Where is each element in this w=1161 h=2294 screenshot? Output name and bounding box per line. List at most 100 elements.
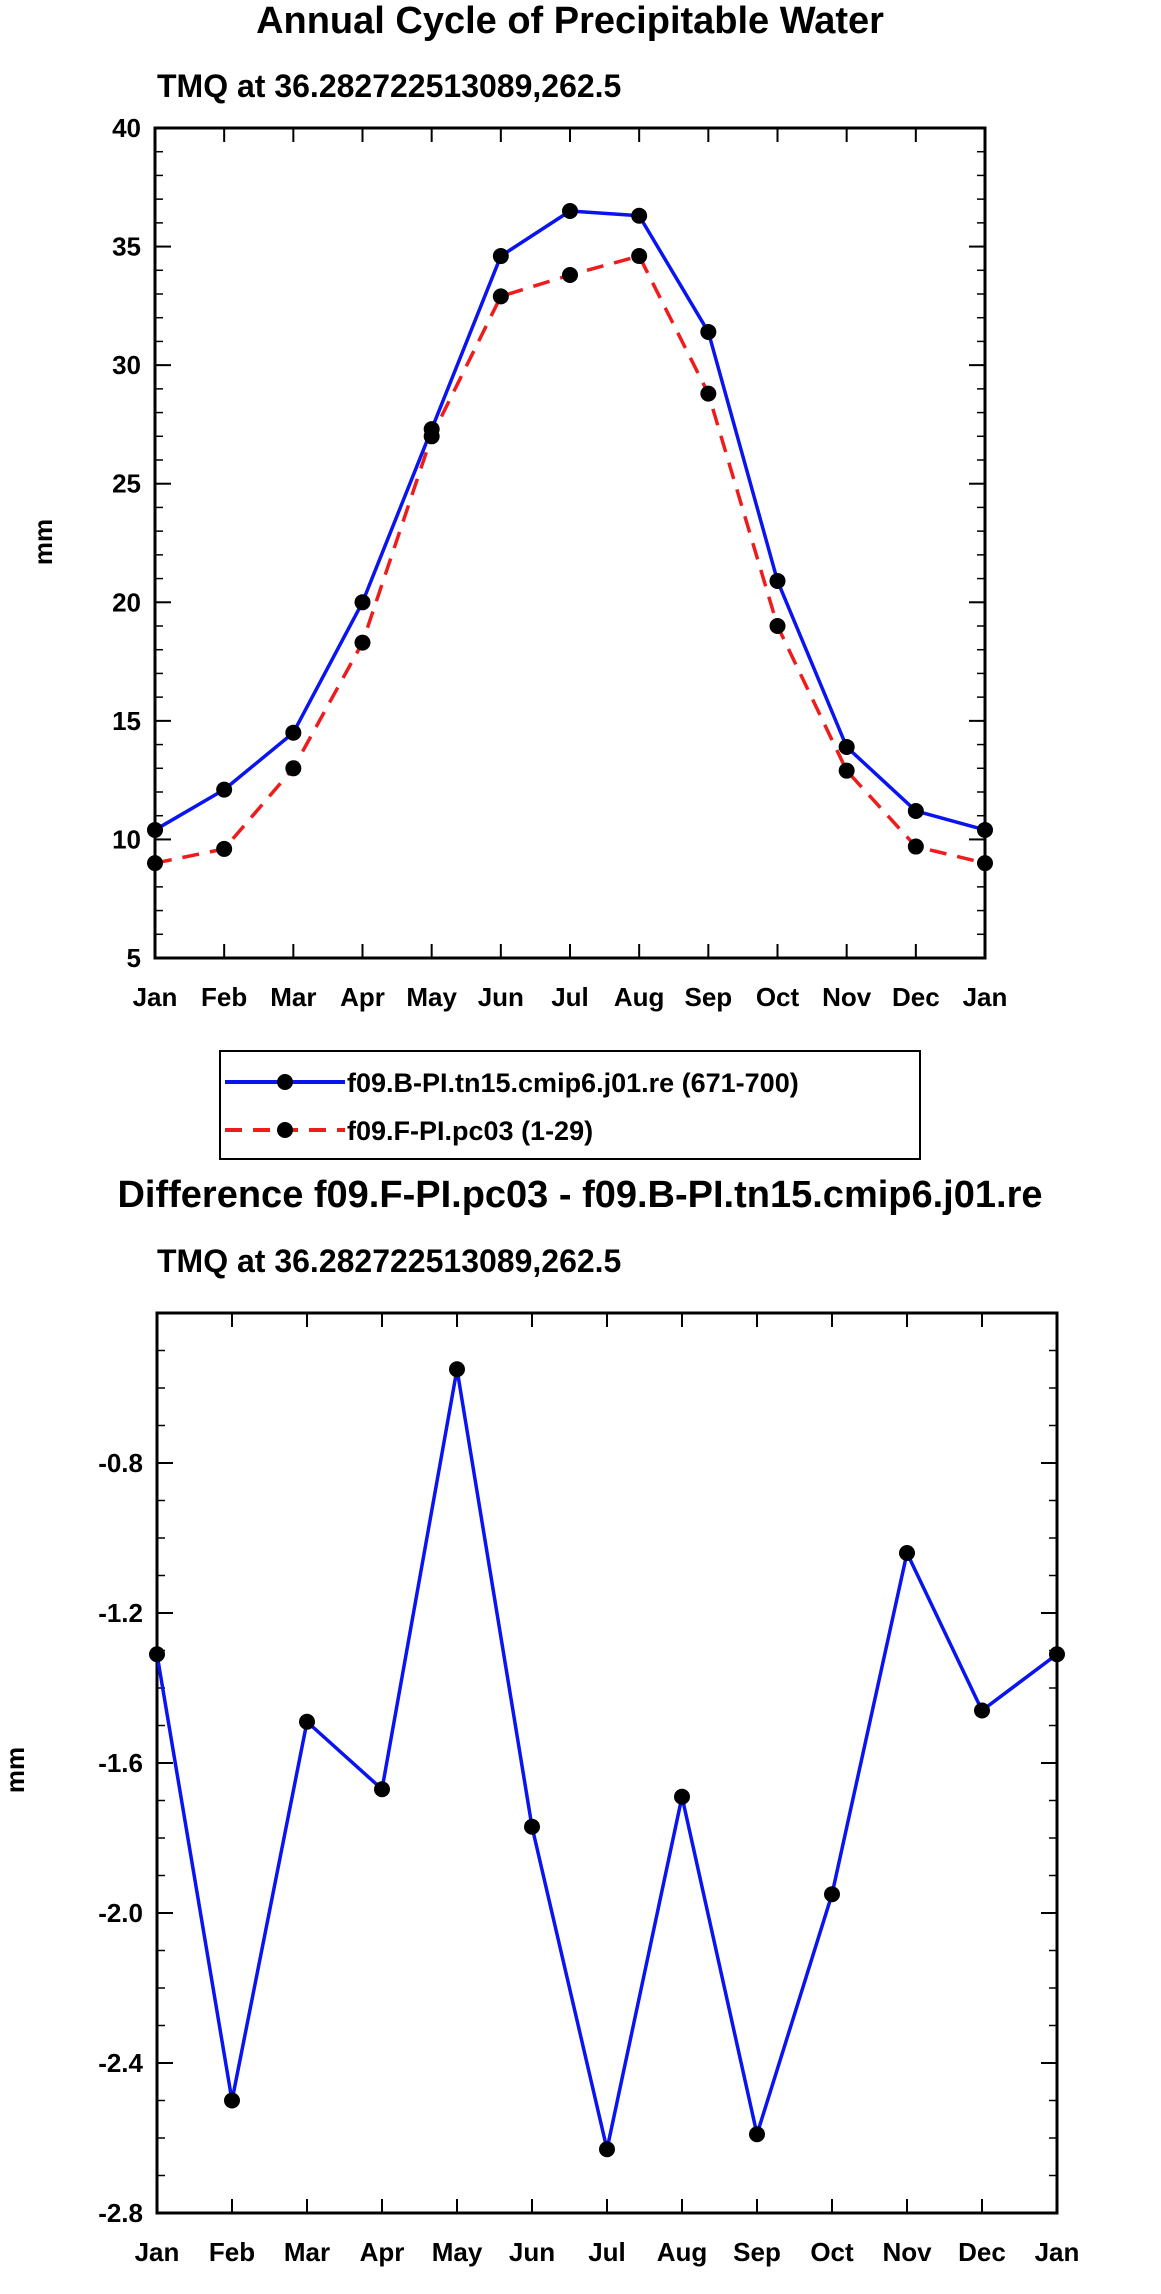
chart1-ticks: Jan Feb Mar Apr May Jun Jul Aug Sep Oct Nov Dec Jan 5…: [112, 113, 1007, 1012]
x-tick-label: Sep: [684, 982, 732, 1012]
data-point: [492, 248, 509, 265]
x-tick-label: Oct: [756, 982, 800, 1012]
legend-label-red: f09.F-PI.pc03 (1-29): [347, 1116, 593, 1146]
y-tick-label: -1.2: [98, 1598, 143, 1628]
data-point: [423, 428, 440, 445]
data-point: [299, 1713, 315, 1730]
data-point: [749, 2126, 765, 2143]
y-tick-label: 20: [112, 587, 141, 617]
x-tick-label: Jul: [551, 982, 589, 1012]
chart1-series-lines: [154, 209, 986, 865]
data-point: [354, 594, 371, 611]
data-point: [907, 838, 924, 855]
x-tick-label: Feb: [209, 2237, 255, 2267]
data-point: [216, 781, 233, 798]
data-point: [285, 724, 302, 741]
chart1-subtitle: TMQ at 36.282722513089,262.5: [157, 68, 621, 104]
y-tick-label: 15: [112, 706, 141, 736]
series-line-0: [155, 1367, 1059, 2151]
y-tick-label: -1.6: [98, 1748, 143, 1778]
chart2-points: [149, 1361, 1065, 2158]
data-point: [907, 802, 924, 819]
data-point: [449, 1361, 465, 1378]
data-point: [700, 385, 717, 402]
x-tick-label: Apr: [360, 2237, 405, 2267]
x-tick-label: Mar: [270, 982, 316, 1012]
x-tick-label: Jan: [1035, 2237, 1080, 2267]
legend-label-blue: f09.B-PI.tn15.cmip6.j01.re (671-700): [347, 1068, 799, 1098]
chart2-series-lines: [155, 1367, 1059, 2151]
data-point: [1049, 1646, 1065, 1663]
chart2-title: Difference f09.F-PI.pc03 - f09.B-PI.tn15…: [117, 1174, 1042, 1216]
chart2-subtitle: TMQ at 36.282722513089,262.5: [157, 1243, 621, 1279]
x-tick-label: Apr: [340, 982, 385, 1012]
y-tick-label: 40: [112, 113, 141, 143]
legend-box: [219, 1050, 921, 1160]
data-point: [769, 618, 786, 634]
data-point: [149, 1646, 165, 1663]
x-tick-label: Aug: [657, 2237, 708, 2267]
data-point: [769, 572, 786, 589]
y-tick-label: 10: [112, 824, 141, 854]
chart1-title: Annual Cycle of Precipitable Water: [256, 0, 884, 42]
data-point: [285, 760, 302, 777]
data-point: [147, 855, 163, 872]
y-tick-label: 35: [112, 232, 141, 262]
data-point: [216, 840, 233, 857]
y-tick-label: -2.0: [98, 1898, 143, 1928]
data-point: [374, 1781, 390, 1798]
y-tick-label: -2.8: [98, 2198, 143, 2228]
chart2-ylabel: mm: [0, 1747, 30, 1793]
data-point: [492, 288, 509, 305]
data-point: [977, 821, 993, 838]
x-tick-label: Feb: [201, 982, 247, 1012]
chart1-points: [147, 203, 993, 872]
data-point: [631, 248, 648, 265]
series-line-1: [154, 254, 986, 865]
difference-chart: Difference f09.F-PI.pc03 - f09.B-PI.tn15…: [0, 1174, 1079, 2267]
data-point: [524, 1818, 540, 1835]
series-line-0: [154, 209, 986, 832]
chart2-ticks: Jan Feb Mar Apr May Jun Jul Aug Sep Oct Nov Dec Jan -…: [98, 1312, 1080, 2267]
x-tick-label: Jun: [509, 2237, 555, 2267]
x-tick-label: Jul: [588, 2237, 626, 2267]
x-tick-label: Dec: [958, 2237, 1006, 2267]
data-point: [824, 1886, 840, 1903]
data-point: [631, 207, 648, 224]
x-tick-label: Jan: [135, 2237, 180, 2267]
x-tick-label: Nov: [822, 982, 872, 1012]
x-tick-label: May: [432, 2237, 483, 2267]
y-tick-label: 30: [112, 350, 141, 380]
data-point: [977, 855, 993, 872]
data-point: [838, 738, 855, 755]
x-tick-label: Oct: [810, 2237, 854, 2267]
x-tick-label: Jan: [963, 982, 1008, 1012]
data-point: [562, 203, 578, 219]
legend: f09.B-PI.tn15.cmip6.j01.re (671-700) f09…: [219, 1050, 921, 1160]
data-point: [354, 634, 371, 651]
data-point: [224, 2092, 240, 2109]
x-tick-label: Nov: [882, 2237, 932, 2267]
y-tick-label: 25: [112, 469, 141, 499]
y-tick-label: -2.4: [98, 2048, 143, 2078]
chart1-plot-frame: [153, 126, 987, 960]
data-point: [700, 323, 717, 340]
data-point: [599, 2141, 615, 2158]
y-tick-label: -0.8: [98, 1448, 143, 1478]
x-tick-label: Sep: [733, 2237, 781, 2267]
x-tick-label: Aug: [614, 982, 665, 1012]
data-point: [838, 762, 855, 779]
x-tick-label: Dec: [892, 982, 940, 1012]
x-tick-label: Jun: [478, 982, 524, 1012]
data-point: [974, 1702, 990, 1719]
x-tick-label: Mar: [284, 2237, 330, 2267]
data-point: [674, 1788, 690, 1805]
data-point: [562, 267, 578, 284]
legend-marker-blue: [277, 1074, 293, 1090]
data-point: [899, 1545, 915, 1561]
chart1-ylabel: mm: [28, 519, 58, 565]
annual-cycle-chart: Annual Cycle of Precipitable Water TMQ a…: [28, 0, 1007, 1012]
x-tick-label: May: [406, 982, 457, 1012]
legend-marker-red: [277, 1122, 293, 1138]
